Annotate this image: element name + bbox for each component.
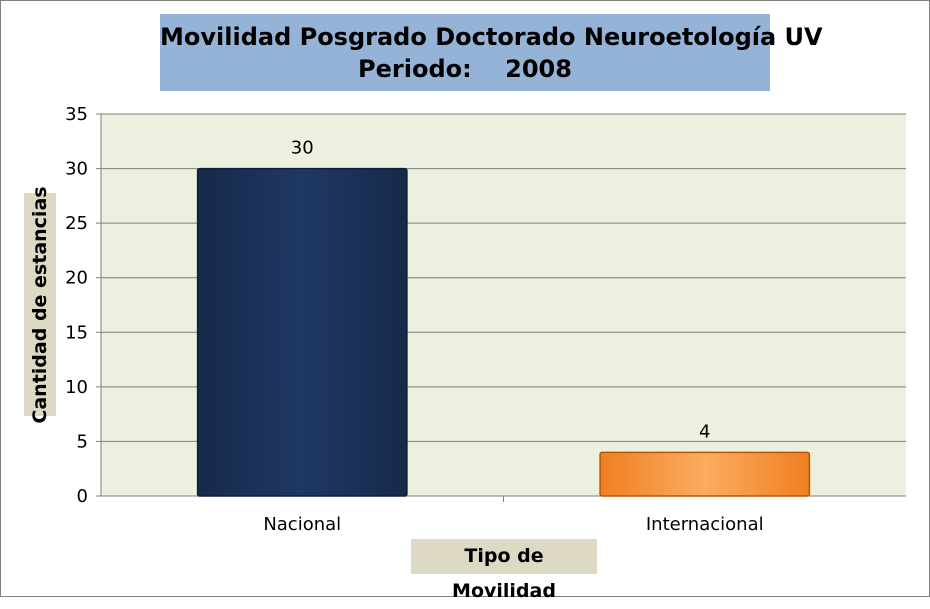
x-tick-label: Nacional <box>263 514 341 535</box>
x-axis-title: Tipo de Movilidad <box>411 539 597 602</box>
y-tick-label: 30 <box>65 159 88 180</box>
bar <box>599 451 811 497</box>
chart-subtitle: Periodo: 2008 <box>358 55 572 83</box>
y-axis-title-box: Cantidad de estancias <box>24 186 56 423</box>
y-tick-label: 15 <box>65 322 88 343</box>
y-tick-label: 10 <box>65 377 88 398</box>
y-tick-label: 0 <box>77 486 88 507</box>
bar <box>196 167 408 497</box>
y-tick-label: 5 <box>77 431 88 452</box>
y-tick-label: 35 <box>65 104 88 125</box>
bars <box>196 167 811 497</box>
y-axis-title: Cantidad de estancias <box>29 185 51 424</box>
chart-title-box: Movilidad Posgrado Doctorado Neuroetolog… <box>160 14 823 91</box>
y-tick-label: 20 <box>65 268 88 289</box>
data-label: 4 <box>699 421 710 442</box>
x-tick-label: Internacional <box>646 514 764 535</box>
labels: 0 5 10 15 20 25 30 35 30 Nacional 4 Internacional <box>65 104 764 535</box>
data-label: 30 <box>291 138 314 159</box>
chart-title: Movilidad Posgrado Doctorado Neuroetolog… <box>160 23 823 51</box>
y-tick-label: 25 <box>65 213 88 234</box>
